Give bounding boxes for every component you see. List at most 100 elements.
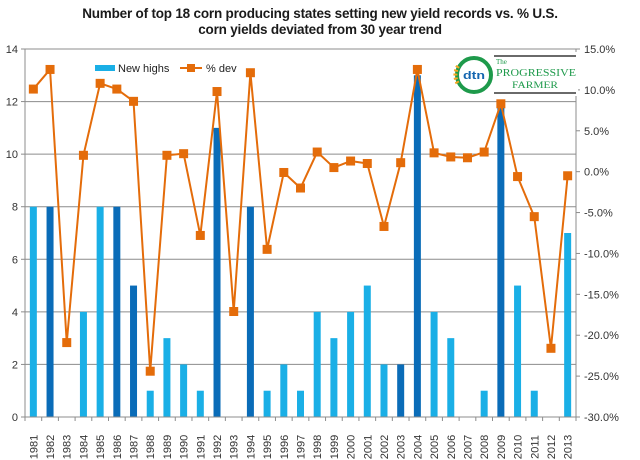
bar-2000 xyxy=(347,311,355,417)
left-tick-label: 4 xyxy=(12,307,18,319)
legend-swatch-new-highs xyxy=(95,65,115,71)
point-1990 xyxy=(179,149,189,159)
x-tick-label: 2002 xyxy=(379,435,391,459)
x-tick-label: 1989 xyxy=(162,435,174,459)
x-tick-label: 1999 xyxy=(329,435,341,459)
right-tick-label: 5.0% xyxy=(584,126,609,138)
x-tick-label: 1993 xyxy=(229,435,241,459)
chart-title-line1: Number of top 18 corn producing states s… xyxy=(82,6,558,21)
x-tick-label: 2011 xyxy=(529,435,541,459)
x-tick-label: 1988 xyxy=(145,435,157,459)
bar-2011 xyxy=(530,390,538,417)
bar-1988 xyxy=(146,390,154,417)
point-2008 xyxy=(479,147,489,157)
x-tick-label: 1990 xyxy=(179,435,191,459)
bar-1984 xyxy=(79,311,87,417)
bar-2002 xyxy=(380,364,388,417)
bar-1991 xyxy=(196,390,204,417)
point-1989 xyxy=(162,150,172,160)
x-tick-label: 1984 xyxy=(78,435,90,459)
bar-2008 xyxy=(480,390,488,417)
point-2006 xyxy=(446,152,456,162)
x-tick-label: 2009 xyxy=(496,435,508,459)
point-2005 xyxy=(429,148,439,158)
point-2007 xyxy=(462,153,472,163)
right-axis-ticks: -30.0% -25.0% -20.0% -15.0% -10.0% -5.0% 0.0% 5… xyxy=(576,44,619,424)
x-tick-label: 2006 xyxy=(446,435,458,459)
gridlines xyxy=(25,48,576,365)
x-tick-label: 1986 xyxy=(112,435,124,459)
bar-2010 xyxy=(514,285,522,417)
bar-1982 xyxy=(46,206,54,417)
point-1987 xyxy=(129,96,139,106)
chart-title-line2: corn yields deviated from 30 year trend xyxy=(198,22,442,37)
legend-swatch-pct-dev-marker xyxy=(187,64,195,72)
point-2001 xyxy=(362,158,372,168)
right-tick-label: 15.0% xyxy=(584,44,615,56)
point-2002 xyxy=(379,221,389,231)
point-1981 xyxy=(28,84,38,94)
bar-1989 xyxy=(163,338,171,417)
point-2000 xyxy=(346,156,356,166)
x-tick-label: 1998 xyxy=(312,435,324,459)
bar-1994 xyxy=(246,206,254,417)
left-tick-label: 8 xyxy=(12,202,18,214)
x-axis-ticks: 1981 1982 1983 1984 1985 1986 1987 1988 1989 1990… xyxy=(24,417,577,459)
x-tick-label: 2004 xyxy=(412,435,424,459)
point-1982 xyxy=(45,64,55,74)
right-tick-label: -15.0% xyxy=(584,289,619,301)
bar-series-new-highs xyxy=(29,75,572,418)
x-tick-label: 2012 xyxy=(546,435,558,459)
bar-1986 xyxy=(113,206,121,417)
axes xyxy=(24,49,577,418)
x-tick-label: 1983 xyxy=(62,435,74,459)
point-2012 xyxy=(546,343,556,353)
bar-2013 xyxy=(564,233,572,417)
left-tick-label: 6 xyxy=(12,254,18,266)
x-tick-label: 2003 xyxy=(396,435,408,459)
x-tick-label: 1996 xyxy=(279,435,291,459)
bar-1987 xyxy=(130,285,138,417)
x-tick-label: 2013 xyxy=(563,435,575,459)
right-tick-label: -20.0% xyxy=(584,330,619,342)
dtn-progressive-farmer-logo: dtn The PROGRESSIVE FARMER xyxy=(453,52,578,96)
point-1988 xyxy=(145,366,155,376)
point-2003 xyxy=(396,158,406,168)
bar-2006 xyxy=(447,338,455,417)
dtn-logo-ring-accent xyxy=(453,64,460,86)
point-1986 xyxy=(112,84,122,94)
left-tick-label: 14 xyxy=(6,44,18,56)
line-series-pct-dev xyxy=(28,64,573,376)
x-tick-label: 1994 xyxy=(245,435,257,459)
bar-1997 xyxy=(297,390,304,417)
point-2004 xyxy=(412,64,422,74)
x-tick-label: 2005 xyxy=(429,435,441,459)
point-1994 xyxy=(245,68,255,78)
point-1985 xyxy=(95,78,105,88)
x-tick-label: 1987 xyxy=(129,435,141,459)
bar-2009 xyxy=(497,101,505,418)
x-tick-label: 1995 xyxy=(262,435,274,459)
bar-1990 xyxy=(180,364,188,417)
x-tick-label: 2008 xyxy=(479,435,491,459)
x-tick-label: 1982 xyxy=(45,435,57,459)
left-tick-label: 10 xyxy=(6,149,18,161)
point-1984 xyxy=(78,150,88,160)
point-1995 xyxy=(262,244,272,254)
point-1983 xyxy=(62,338,72,348)
logo-text-progressive: PROGRESSIVE xyxy=(496,67,576,79)
bar-2004 xyxy=(413,75,421,418)
x-tick-label: 1991 xyxy=(195,435,207,459)
point-1993 xyxy=(229,307,239,317)
point-1992 xyxy=(212,87,222,97)
point-2009 xyxy=(496,99,506,109)
bar-1998 xyxy=(313,311,321,417)
legend: New highs % dev xyxy=(95,63,237,75)
x-tick-label: 2000 xyxy=(346,435,358,459)
x-tick-label: 2001 xyxy=(362,435,374,459)
point-1996 xyxy=(279,167,289,177)
bar-1981 xyxy=(29,206,37,417)
bar-1995 xyxy=(263,390,271,417)
logo-text-the: The xyxy=(496,58,507,66)
